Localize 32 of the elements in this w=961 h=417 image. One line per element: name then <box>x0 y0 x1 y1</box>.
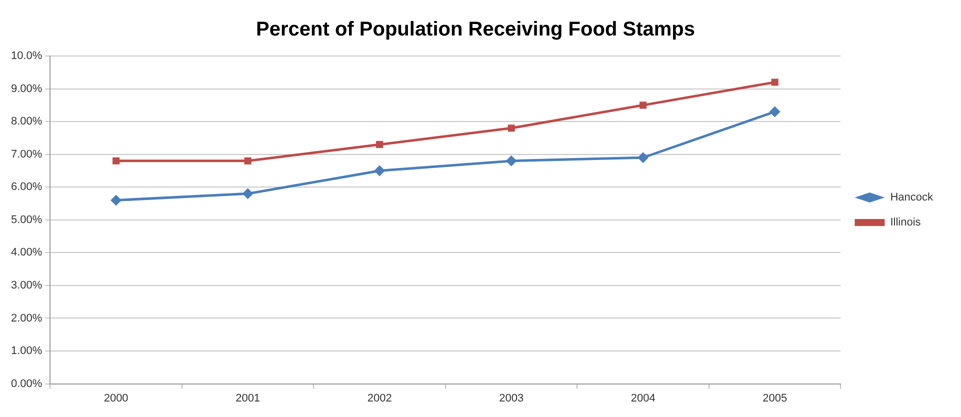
y-tick-label: 4.00% <box>10 246 42 259</box>
y-tick-label: 9.00% <box>10 82 42 95</box>
x-tick-label: 2002 <box>367 392 392 404</box>
point <box>110 194 122 206</box>
y-tick-label: 3.00% <box>10 279 42 292</box>
point <box>771 78 778 86</box>
point <box>374 165 386 176</box>
point <box>112 157 120 164</box>
y-tick-label: 2.00% <box>10 312 42 324</box>
y-tick-label: 5.00% <box>10 214 42 226</box>
x-tick-label: 2003 <box>499 392 524 404</box>
point <box>376 140 384 148</box>
point <box>242 188 254 200</box>
y-tick-label: 10.0% <box>10 50 42 62</box>
point <box>638 152 649 164</box>
y-tick-label: 6.00% <box>10 181 42 194</box>
chart-title: Percent of Population Receiving Food Stamps <box>256 18 695 41</box>
point <box>769 106 780 118</box>
x-tick-label: 2001 <box>236 392 260 404</box>
point <box>244 157 252 164</box>
y-tick-label: 0.00% <box>10 378 42 390</box>
x-tick-label: 2005 <box>762 392 788 404</box>
point <box>640 102 647 109</box>
y-tick-label: 7.00% <box>10 148 42 160</box>
y-tick-label: 1.00% <box>10 345 42 358</box>
x-tick-label: 2000 <box>104 392 128 404</box>
x-tick-label: 2004 <box>630 392 656 404</box>
legend-label: Hancock <box>890 192 934 204</box>
legend-label: Illinois <box>890 216 922 229</box>
point <box>508 124 515 132</box>
y-tick-label: 8.00% <box>10 116 42 128</box>
point <box>506 155 517 166</box>
